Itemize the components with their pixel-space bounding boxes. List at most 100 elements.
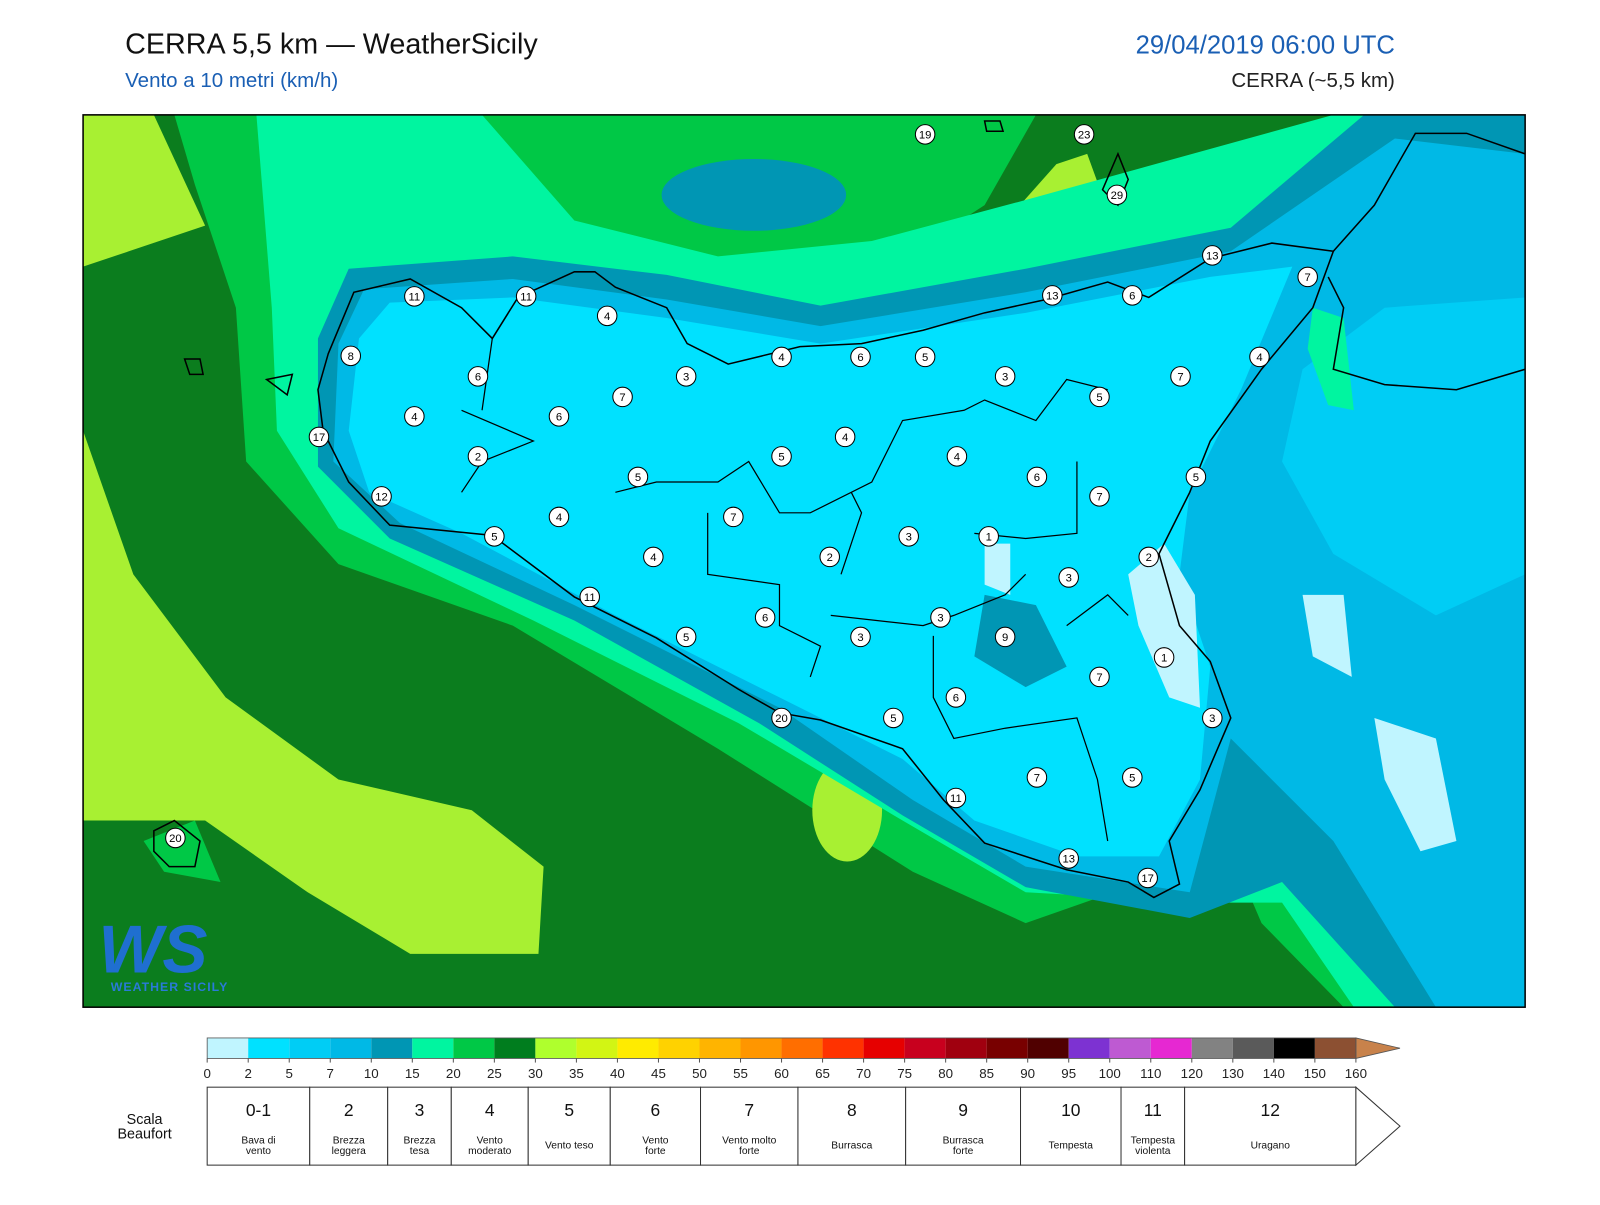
station-value: 7 — [1177, 372, 1183, 384]
station-marker — [612, 386, 633, 408]
station-value: 7 — [1305, 272, 1311, 284]
beaufort-cell — [797, 1086, 907, 1166]
station-marker — [548, 506, 570, 528]
beaufort-desc: Vento teso — [545, 1141, 594, 1152]
station-value: 3 — [857, 632, 863, 644]
beaufort-cell — [206, 1086, 311, 1166]
beaufort-desc: Tempesta — [1049, 1141, 1094, 1152]
station-marker — [404, 406, 425, 427]
colorbar-tick-label: 20 — [446, 1066, 461, 1081]
colorbar-segment — [822, 1037, 864, 1059]
field-band — [1128, 543, 1200, 708]
beaufort-force: 0-1 — [246, 1100, 271, 1120]
beaufort-cell — [609, 1086, 702, 1166]
colorbar-segment — [1232, 1037, 1274, 1059]
station-value: 20 — [169, 833, 182, 845]
station-marker — [1026, 466, 1048, 488]
station-value: 6 — [556, 412, 562, 424]
station-marker — [627, 466, 649, 488]
station-marker — [914, 346, 936, 368]
station-value: 2 — [827, 552, 833, 564]
map-frame — [82, 114, 1526, 1008]
station-marker — [404, 286, 425, 307]
colorbar-segment — [863, 1037, 905, 1059]
station-value: 5 — [922, 352, 928, 364]
station-marker — [675, 366, 697, 387]
station-marker — [819, 546, 840, 568]
field-band — [974, 594, 1067, 688]
colorbar-tick-label: 25 — [487, 1066, 502, 1081]
station-value: 4 — [778, 352, 784, 364]
station-value: 9 — [1002, 632, 1008, 644]
station-value: 3 — [937, 613, 943, 625]
station-marker — [771, 446, 792, 467]
station-value: 6 — [953, 693, 959, 705]
beaufort-label: Beaufort — [117, 1126, 171, 1142]
station-value: 4 — [604, 311, 610, 323]
station-value: 7 — [1034, 773, 1040, 785]
station-value: 6 — [857, 352, 863, 364]
station-value: 6 — [1034, 472, 1040, 484]
station-marker — [1089, 666, 1110, 688]
colorbar-segment — [1109, 1037, 1151, 1059]
station-value: 5 — [635, 472, 641, 484]
station-value: 5 — [491, 532, 497, 544]
colorbar-tick-label: 10 — [364, 1066, 379, 1081]
field-band — [1374, 717, 1457, 852]
station-value: 4 — [842, 432, 848, 444]
station-value: 11 — [409, 292, 421, 304]
station-value: 1 — [1161, 653, 1167, 665]
station-value: 11 — [950, 793, 962, 805]
station-marker — [1122, 285, 1143, 306]
colorbar-segment — [617, 1037, 659, 1059]
station-marker — [945, 687, 967, 708]
station-value: 6 — [762, 613, 768, 625]
beaufort-force: 9 — [958, 1100, 968, 1120]
colorbar-tick-label: 5 — [286, 1066, 293, 1081]
station-marker — [898, 526, 919, 547]
station-marker — [1249, 346, 1270, 368]
station-value: 5 — [1096, 392, 1102, 404]
station-value: 4 — [556, 512, 562, 524]
station-marker — [883, 707, 904, 729]
colorbar-tick-label: 75 — [897, 1066, 912, 1081]
station-marker — [596, 305, 618, 327]
station-value: 3 — [1209, 713, 1215, 725]
station-marker — [371, 486, 392, 507]
station-marker — [723, 506, 744, 528]
beaufort-arrow — [1355, 1086, 1401, 1167]
colorbar-tick-label: 150 — [1304, 1066, 1326, 1081]
colorbar-segment — [371, 1037, 413, 1059]
station-value: 13 — [1046, 290, 1059, 302]
station-marker — [850, 626, 871, 648]
station-value: 3 — [906, 532, 912, 544]
station-value: 5 — [890, 713, 896, 725]
colorbar-tick-label: 2 — [244, 1066, 251, 1081]
beaufort-force: 3 — [415, 1100, 425, 1120]
colorbar-segment — [494, 1037, 536, 1059]
station-marker — [914, 124, 936, 145]
colorbar-segment — [535, 1037, 577, 1059]
colorbar-tick-label: 160 — [1345, 1066, 1367, 1081]
field-band — [984, 543, 1011, 595]
colorbar-tick-label: 85 — [979, 1066, 994, 1081]
station-value: 13 — [1206, 250, 1219, 262]
beaufort-force: 2 — [344, 1100, 354, 1120]
colorbar-segment — [1273, 1037, 1315, 1059]
beaufort-cell — [1120, 1086, 1186, 1166]
beaufort-desc: Uragano — [1251, 1141, 1291, 1152]
station-marker — [1297, 266, 1318, 288]
beaufort-force: 6 — [651, 1100, 661, 1120]
station-marker — [643, 546, 664, 568]
beaufort-label: Scala — [127, 1112, 163, 1128]
beaufort-desc: forte — [953, 1146, 974, 1157]
field-band — [661, 158, 847, 231]
beaufort-desc: moderato — [468, 1146, 512, 1157]
colorbar-segment — [1191, 1037, 1233, 1059]
colorbar-segment — [1150, 1037, 1192, 1059]
colorbar-segment — [986, 1037, 1028, 1059]
beaufort-desc: Burrasca — [831, 1141, 872, 1152]
station-marker — [1202, 707, 1223, 729]
station-marker — [834, 426, 856, 448]
